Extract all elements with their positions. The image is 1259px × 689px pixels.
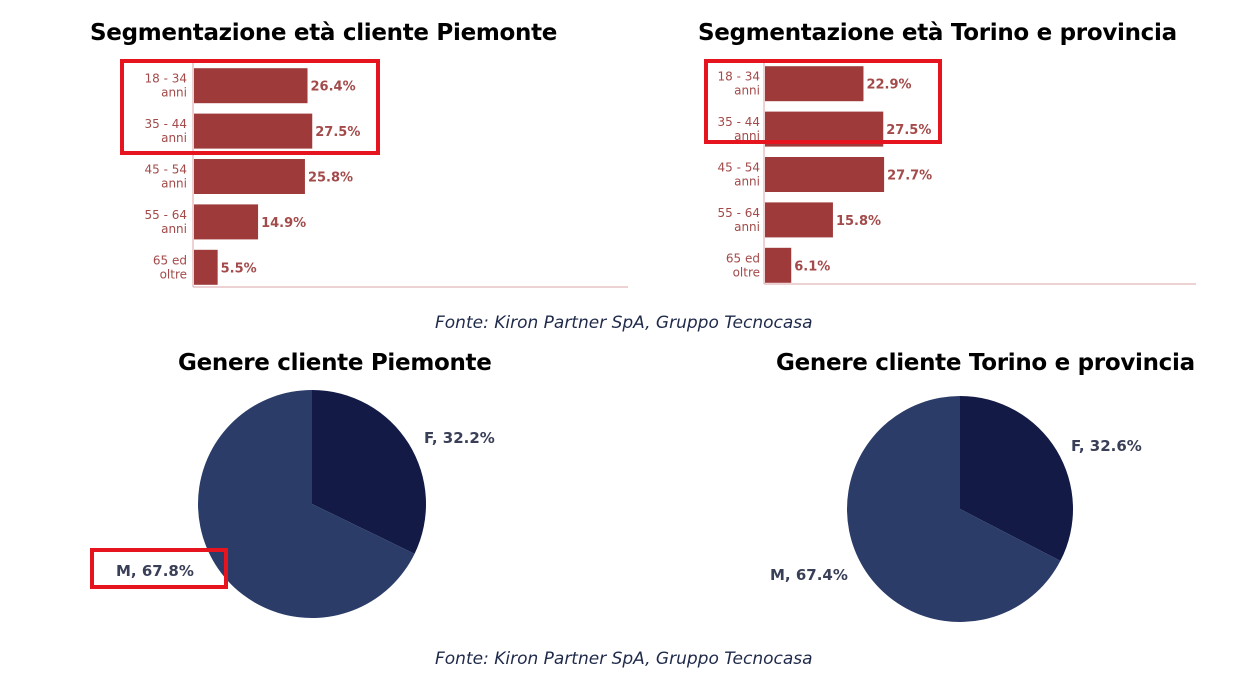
gender-piemonte-slice-0 [312, 390, 427, 554]
age-torino-value-label-1: 27.5% [886, 123, 931, 138]
age-torino-bar-2 [765, 157, 885, 192]
age-torino-category-label-2-1: anni [734, 175, 760, 189]
gender-torino-slice-label-1: M, 67.4% [770, 566, 848, 584]
age-piemonte-value-label-2: 25.8% [308, 171, 353, 186]
age-piemonte-bar-4 [194, 249, 218, 285]
chart-title-gender-piemonte: Genere cliente Piemonte [178, 350, 492, 376]
age-piemonte-category-label-1-1: anni [161, 131, 187, 145]
gender-piemonte-slice-1 [197, 389, 415, 618]
source-note-top: Fonte: Kiron Partner SpA, Gruppo Tecnoca… [435, 313, 813, 333]
age-piemonte-highlight-box [120, 59, 380, 155]
age-piemonte-category-label-4-0: 65 ed [153, 253, 187, 267]
age-torino-bar-3 [765, 202, 833, 238]
age-torino-category-label-4-0: 65 ed [726, 251, 760, 265]
age-torino-category-label-1-0: 35 - 44 [718, 115, 761, 129]
gender-torino-slice-0 [960, 396, 1073, 561]
gender-torino-slice-label-0: F, 32.6% [1071, 437, 1142, 455]
gender-piemonte-slice-label-1: M, 67.8% [116, 562, 194, 580]
age-torino-category-label-0-0: 18 - 34 [718, 70, 761, 84]
source-note-bottom: Fonte: Kiron Partner SpA, Gruppo Tecnoca… [435, 649, 813, 669]
chart-title-age-piemonte: Segmentazione età cliente Piemonte [90, 20, 558, 46]
age-torino-category-label-0-1: anni [734, 84, 760, 98]
age-piemonte-bar-2 [194, 159, 305, 194]
age-torino-category-label-2-0: 45 - 54 [718, 161, 761, 175]
age-piemonte-value-label-0: 26.4% [311, 80, 356, 95]
gender-piemonte-slice-label-0: F, 32.2% [424, 429, 495, 447]
age-piemonte-category-label-0-1: anni [161, 86, 187, 100]
age-piemonte-category-label-3-0: 55 - 64 [145, 208, 188, 222]
age-torino-value-label-2: 27.7% [887, 169, 932, 184]
age-torino-value-label-3: 15.8% [836, 214, 881, 229]
age-piemonte-category-label-1-0: 35 - 44 [145, 117, 188, 131]
age-torino-bar-4 [765, 247, 792, 283]
gender-piemonte-highlight-box [90, 548, 228, 589]
age-piemonte-bar-0 [194, 68, 308, 104]
age-torino-value-label-0: 22.9% [866, 78, 911, 93]
age-piemonte-category-label-0-0: 18 - 34 [145, 72, 188, 86]
age-piemonte-value-label-4: 5.5% [221, 261, 257, 276]
age-piemonte-category-label-2-1: anni [161, 177, 187, 191]
age-piemonte-value-label-3: 14.9% [261, 216, 306, 231]
gender-torino-slice-1 [846, 396, 1061, 623]
age-piemonte-category-label-3-1: anni [161, 222, 187, 236]
age-torino-category-label-3-1: anni [734, 220, 760, 234]
age-piemonte-category-label-2-0: 45 - 54 [145, 163, 188, 177]
chart-title-age-torino: Segmentazione età Torino e provincia [698, 20, 1177, 46]
age-torino-category-label-3-0: 55 - 64 [718, 206, 761, 220]
age-torino-highlight-box [704, 59, 942, 144]
age-torino-value-label-4: 6.1% [794, 259, 830, 274]
age-piemonte-bar-1 [194, 113, 313, 149]
age-torino-category-label-4-1: oltre [733, 265, 760, 279]
age-torino-bar-0 [765, 66, 864, 102]
chart-title-gender-torino: Genere cliente Torino e provincia [776, 350, 1195, 376]
age-piemonte-category-label-4-1: oltre [160, 267, 187, 281]
age-torino-category-label-1-1: anni [734, 129, 760, 143]
age-piemonte-value-label-1: 27.5% [315, 125, 360, 140]
age-piemonte-bar-3 [194, 204, 259, 240]
